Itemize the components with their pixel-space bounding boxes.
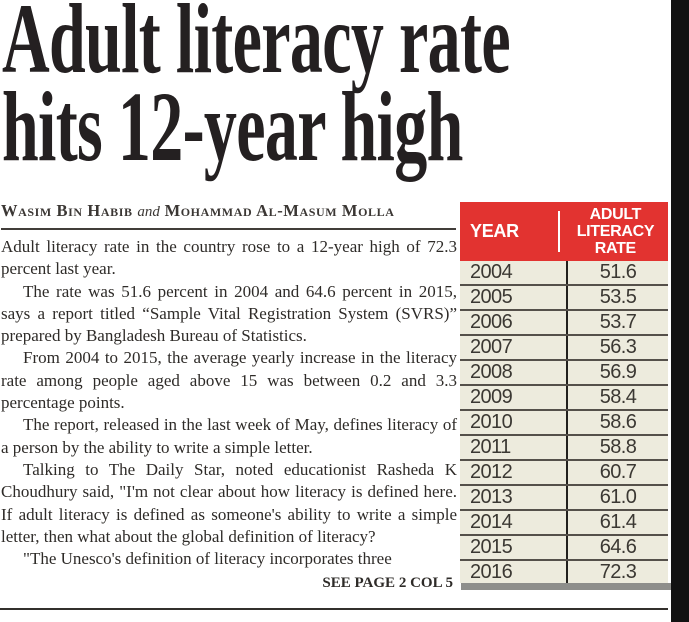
rate-cell: 64.6 [599,536,637,558]
literacy-table: YEAR ADULT LITERACY RATE 2004 51.6 2005 53.… [460,202,668,584]
byline-conjunction: and [137,204,160,220]
year-cell: 2008 [470,361,513,383]
column-divider [566,311,568,334]
column-divider [566,486,568,509]
column-divider [566,411,568,434]
table-row: 2010 58.6 [460,411,668,436]
headline-line-2: hits 12-year high [2,71,463,182]
year-cell: 2007 [470,336,513,358]
year-cell: 2011 [470,436,511,458]
year-cell: 2009 [470,386,513,408]
table-row: 2013 61.0 [460,486,668,511]
column-divider [566,536,568,559]
column-divider [566,386,568,409]
scan-edge-strip [671,0,689,622]
byline-author-2: Mohammad Al-Masum Molla [164,201,395,220]
rate-cell: 58.4 [599,386,637,408]
table-row: 2014 61.4 [460,511,668,536]
headline-line-1: Adult literacy rate [2,0,511,94]
table-row: 2004 51.6 [460,261,668,286]
column-divider [566,336,568,359]
rate-cell: 61.0 [599,486,637,508]
table-row: 2006 53.7 [460,311,668,336]
year-cell: 2016 [470,561,513,583]
column-divider [566,561,568,584]
table-row: 2007 56.3 [460,336,668,361]
article-paragraph: Adult literacy rate in the country rose … [1,237,457,279]
rate-cell: 58.8 [599,436,637,458]
table-row: 2008 56.9 [460,361,668,386]
table-row: 2011 58.8 [460,436,668,461]
article-paragraph: The report, released in the last week of… [1,415,457,457]
table-row: 2016 72.3 [460,561,668,584]
year-cell: 2012 [470,461,513,483]
continuation-note: SEE PAGE 2 COL 5 [322,575,453,592]
byline: Wasim Bin Habib and Mohammad Al-Masum Mo… [1,201,456,230]
column-divider [566,436,568,459]
column-divider [566,511,568,534]
rate-cell: 72.3 [599,561,637,583]
article-paragraph: From 2004 to 2015, the average yearly in… [1,348,457,413]
article-paragraph: Talking to The Daily Star, noted educati… [1,459,457,546]
clipping-bottom-rule [0,608,668,610]
table-row: 2012 60.7 [460,461,668,486]
literacy-table-body: 2004 51.6 2005 53.5 2006 53.7 2007 56.3 2008 56.9… [460,261,668,584]
byline-author-1: Wasim Bin Habib [1,201,133,220]
rate-cell: 56.9 [599,361,637,383]
column-divider [566,461,568,484]
article-body: Adult literacy rate in the country rose … [1,236,457,595]
article-paragraph: "The Unesco's definition of literacy inc… [23,549,392,569]
table-bottom-bar [461,583,673,590]
table-row: 2009 58.4 [460,386,668,411]
column-divider [566,361,568,384]
table-row: 2005 53.5 [460,286,668,311]
rate-cell: 60.7 [599,461,637,483]
year-column-header: YEAR [470,221,519,241]
rate-column-header: ADULT LITERACY RATE [576,206,655,257]
rate-cell: 53.5 [599,286,637,308]
year-cell: 2006 [470,311,513,333]
headline: Adult literacy rate hits 12-year high [2,0,669,182]
year-cell: 2013 [470,486,513,508]
year-cell: 2005 [470,286,513,308]
rate-cell: 53.7 [599,311,637,333]
rate-cell: 61.4 [599,511,637,533]
year-cell: 2004 [470,261,513,283]
rate-cell: 58.6 [599,411,637,433]
column-divider [566,261,568,284]
rate-cell: 56.3 [599,336,637,358]
rate-cell: 51.6 [599,261,637,283]
literacy-table-header: YEAR ADULT LITERACY RATE [460,202,668,261]
article-paragraph: The rate was 51.6 percent in 2004 and 64… [1,281,457,346]
year-cell: 2010 [470,411,513,433]
year-cell: 2014 [470,511,513,533]
column-divider [566,286,568,309]
header-column-divider [558,211,560,252]
table-row: 2015 64.6 [460,536,668,561]
year-cell: 2015 [470,536,513,558]
